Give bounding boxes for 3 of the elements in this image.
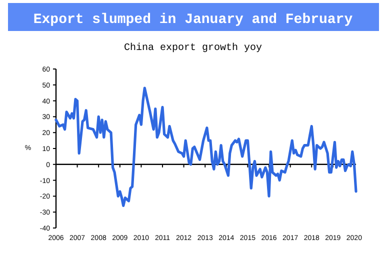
chart-subtitle: China export growth yoy — [124, 42, 262, 54]
chart-title: Export slumped in January and February — [33, 12, 354, 28]
line-series — [54, 86, 358, 208]
